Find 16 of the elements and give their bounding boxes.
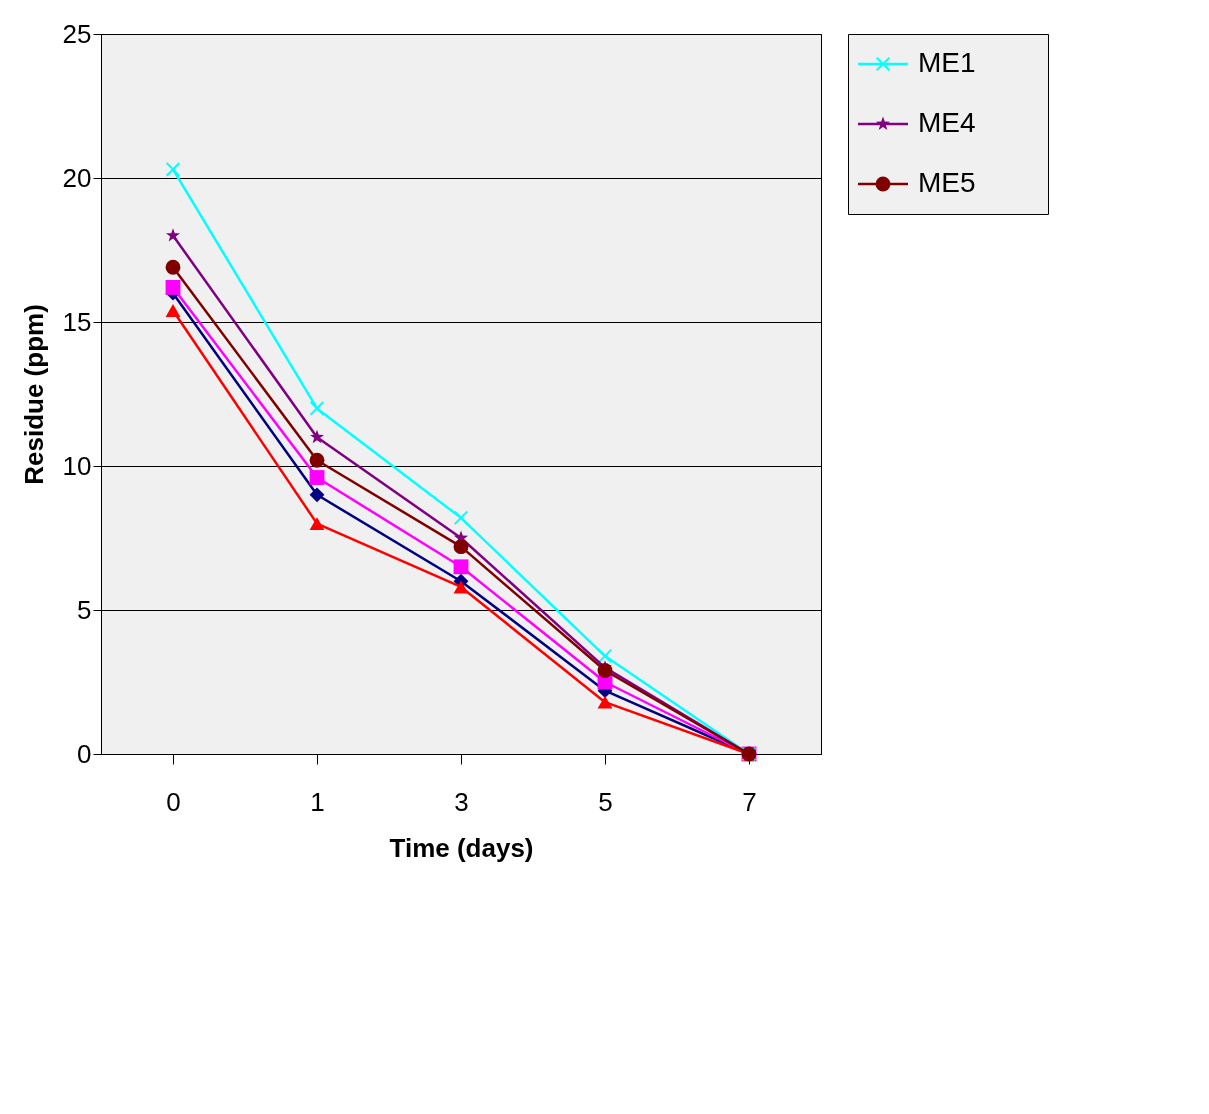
y-tick-label: 10 [62, 450, 92, 481]
x-tick-label: 7 [742, 786, 757, 817]
y-tick-label: 20 [62, 162, 92, 193]
x-tick-label: 1 [310, 786, 325, 817]
y-tick-label: 5 [77, 594, 92, 625]
x-tick-label: 0 [166, 786, 181, 817]
y-tick-label: 25 [62, 18, 92, 49]
y-tick-label: 0 [77, 738, 92, 769]
x-tick-label: 3 [454, 786, 469, 817]
legend-label: ME1 [918, 47, 976, 78]
x-tick-label: 5 [598, 786, 613, 817]
y-tick-label: 15 [62, 306, 92, 337]
y-axis-title: Residue (ppm) [18, 304, 49, 485]
legend-label: ME5 [918, 167, 976, 198]
x-axis-title: Time (days) [389, 832, 534, 863]
legend-label: ME4 [918, 107, 976, 138]
